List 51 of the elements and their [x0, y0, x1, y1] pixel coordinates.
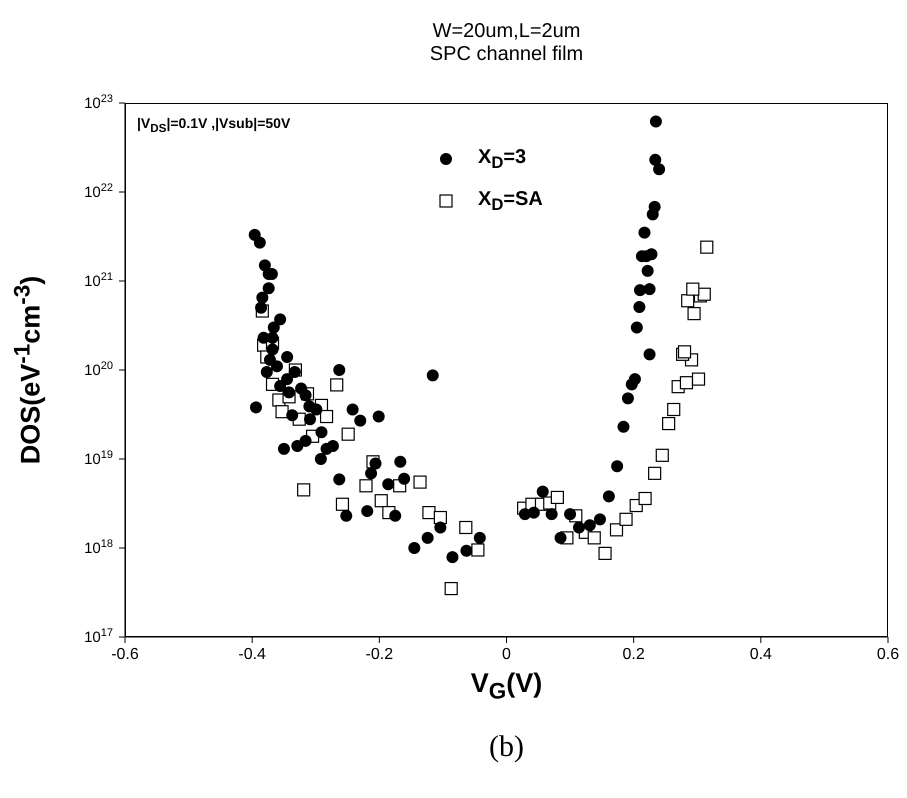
- point: [648, 466, 662, 480]
- y-tick-label: 10$^{23}$: [84, 93, 113, 112]
- point: [656, 448, 669, 462]
- y-tick-label: 10$^{18}$: [84, 538, 113, 557]
- point: [619, 512, 633, 526]
- point: [680, 376, 694, 390]
- point: [667, 402, 680, 416]
- point: [275, 405, 289, 418]
- y-tick-label: 10$^{21}$: [84, 271, 113, 290]
- legend-label: X$_{D}$=SA: [478, 188, 543, 214]
- point: [330, 378, 344, 392]
- point: [359, 479, 373, 492]
- point: [471, 543, 484, 557]
- point: [678, 345, 692, 358]
- point: [422, 506, 436, 520]
- point: [700, 240, 714, 254]
- legend-label: X$_{D}$=3: [478, 146, 526, 172]
- point: [342, 428, 355, 441]
- x-tick-label: 0.2: [622, 646, 645, 663]
- point: [692, 372, 706, 386]
- point: [444, 582, 458, 596]
- text: (b): [488, 730, 525, 764]
- x-tick-label: 0.4: [750, 646, 772, 663]
- point: [374, 494, 388, 508]
- x-tick-label: -0.4: [238, 646, 266, 663]
- x-tick-label: 0: [502, 646, 512, 663]
- point: [297, 483, 310, 496]
- annotation: |V$_{DS}$|=0.1V ,|Vsub|=50V: [137, 115, 290, 135]
- point: [413, 476, 427, 489]
- point: [610, 523, 624, 536]
- point: [686, 282, 700, 296]
- x-axis-title: V$_{G}$(V): [470, 668, 544, 704]
- y-tick-label: 10$^{17}$: [84, 627, 113, 646]
- point: [550, 490, 564, 504]
- y-tick-label: 10$^{20}$: [84, 360, 113, 379]
- y-tick-label: 10$^{22}$: [84, 182, 113, 201]
- point: [598, 546, 612, 560]
- x-tick-label: -0.2: [366, 646, 394, 663]
- point: [698, 288, 711, 301]
- point: [320, 410, 334, 424]
- point: [459, 520, 472, 534]
- point: [638, 492, 652, 506]
- chart-subtitle: SPC channel film: [428, 43, 584, 66]
- point: [588, 531, 601, 544]
- point: [336, 498, 350, 511]
- point: [662, 416, 676, 430]
- x-tick-label: 0.6: [876, 646, 900, 663]
- x-tick-label: -0.6: [111, 646, 139, 663]
- y-tick-label: 10$^{19}$: [84, 449, 113, 468]
- chart-title: W=20um,L=2um: [432, 20, 582, 43]
- point: [687, 307, 701, 320]
